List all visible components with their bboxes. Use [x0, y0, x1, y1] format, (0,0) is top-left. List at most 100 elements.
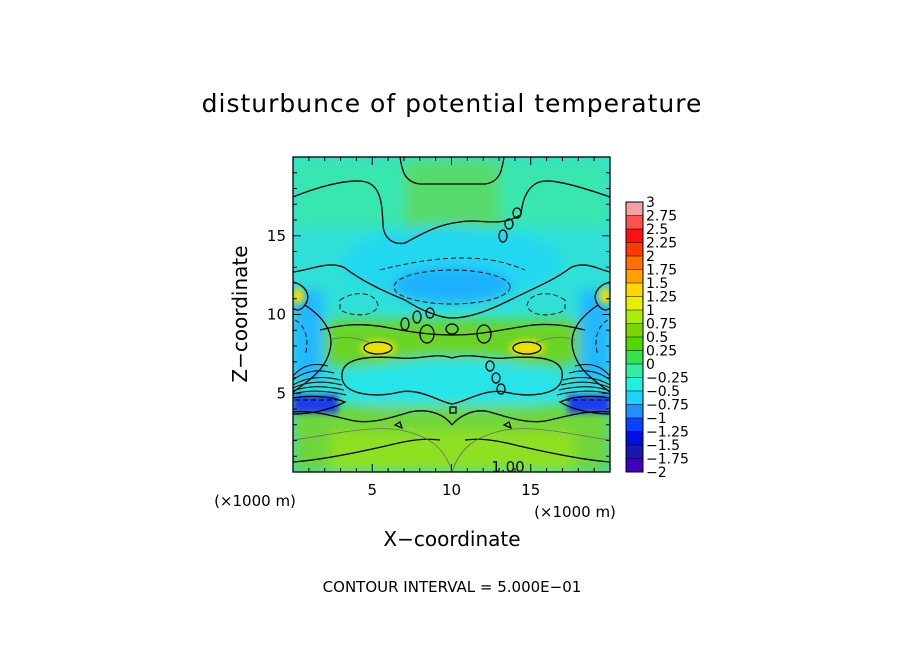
- contour-small-6: [425, 307, 435, 319]
- colorbar-swatch: [626, 256, 643, 270]
- colorbar-label: 0.5: [646, 330, 668, 346]
- contour-left-core: [293, 395, 347, 415]
- gray-contours: [293, 337, 610, 472]
- dense-contours-left: [293, 363, 347, 396]
- colorbar-swatch: [626, 202, 643, 216]
- contour-bottom-left: [293, 438, 441, 463]
- colorbar-label: −1.25: [646, 425, 689, 441]
- colorbar-swatch: [626, 215, 643, 230]
- colorbar-swatch: [626, 269, 643, 284]
- dashed-upper-lens: [393, 269, 511, 305]
- left-edge-warm: [293, 288, 304, 304]
- y-tick-label: 5: [276, 384, 286, 402]
- colorbar-swatch: [626, 445, 643, 459]
- colorbar-label: 0: [646, 357, 655, 373]
- dashed-upper-left: [339, 293, 379, 316]
- colorbar-label: −1.5: [646, 438, 680, 454]
- colorbar-label: −0.75: [646, 398, 689, 414]
- x-tick-label: 5: [367, 481, 377, 499]
- colorbar-label: 2: [646, 249, 655, 265]
- contour-warm-dot-left: [393, 421, 404, 430]
- colorbar: 32.752.52.2521.751.51.2510.750.50.250−0.…: [625, 195, 689, 481]
- x-unit-label: (×1000 m): [534, 503, 616, 521]
- left-cold-core: [293, 395, 338, 413]
- dashed-contours: [294, 257, 610, 401]
- colorbar-label: −2: [646, 465, 667, 481]
- colorbar-swatch: [626, 296, 643, 311]
- x-tick-label: 10: [442, 481, 461, 499]
- colorbar-swatch: [626, 431, 643, 446]
- colorbar-label: 1.75: [646, 263, 677, 279]
- contour-upper-left: [293, 180, 521, 245]
- contour-small-12: [496, 383, 506, 395]
- colorbar-label: 3: [646, 195, 655, 211]
- colorbar-label: 1: [646, 303, 655, 319]
- colorbar-swatch: [626, 337, 643, 351]
- colorbar-swatch: [626, 458, 643, 473]
- contour-left-blob: [363, 341, 393, 355]
- contour-value-label: 1.00: [491, 458, 524, 476]
- y-unit-label: (×1000 m): [214, 492, 296, 510]
- colorbar-label: 0.75: [646, 317, 677, 333]
- contour-lower-left: [293, 410, 453, 426]
- colorbar-label: −1: [646, 411, 667, 427]
- contour-right-bulge: [571, 304, 610, 393]
- contour-small-5: [412, 310, 422, 324]
- upper-center-warm: [405, 160, 500, 230]
- contour-right-blob: [512, 341, 542, 355]
- contour-top-dip: [399, 157, 505, 185]
- colorbar-label: 1.25: [646, 290, 677, 306]
- colorbar-swatch: [626, 350, 643, 365]
- contour-small-8: [504, 218, 514, 230]
- colorbar-label: −1.75: [646, 452, 689, 468]
- contour-interval-note: CONTOUR INTERVAL = 5.000E−01: [323, 578, 582, 596]
- y-tick-label: 10: [267, 306, 286, 324]
- colorbar-swatch: [626, 391, 643, 405]
- contour-upper-right: [520, 180, 610, 216]
- colorbar-swatch: [626, 404, 643, 419]
- plot-area: [293, 157, 610, 472]
- contour-center-square: [449, 406, 457, 414]
- dashed-right-cold: [595, 319, 609, 356]
- colorbar-swatch: [626, 310, 643, 324]
- lower-warm-core: [330, 430, 575, 472]
- contour-small-2: [445, 323, 459, 335]
- colorbar-swatch: [626, 364, 643, 378]
- contour-small-9: [512, 207, 522, 219]
- upper-cold-lens: [392, 267, 512, 303]
- colorbar-label: −0.5: [646, 384, 680, 400]
- y-tick-label: 15: [267, 227, 286, 245]
- colorbar-label: 2.5: [646, 222, 668, 238]
- contour-warm-dot-right: [502, 421, 513, 430]
- right-cold-core: [568, 395, 610, 413]
- dashed-upper-right: [526, 293, 566, 316]
- dashed-left-cold: [294, 319, 308, 356]
- contour-small-1: [419, 324, 435, 344]
- colorbar-label: 0.25: [646, 344, 677, 360]
- contour-small-3: [476, 324, 492, 344]
- dense-contours-right: [556, 363, 610, 396]
- x-axis: 5 10 15: [308, 157, 595, 499]
- colorbar-label: 1.5: [646, 276, 668, 292]
- x-tick-label: 15: [521, 481, 540, 499]
- chart-title: disturbunce of potential temperature: [202, 89, 703, 118]
- y-axis-label: Z−coordinate: [228, 245, 252, 382]
- colorbar-swatch: [626, 323, 643, 338]
- colorbar-swatch: [626, 377, 643, 392]
- contour-small-10: [485, 360, 495, 372]
- contour-right-core: [558, 395, 610, 415]
- colorbar-swatch: [626, 283, 643, 297]
- contour-lower-right: [451, 410, 610, 426]
- contour-left-lobe: [293, 264, 610, 319]
- color-field: [293, 157, 610, 472]
- colorbar-label: −0.25: [646, 371, 689, 387]
- right-edge-warm: [599, 288, 610, 304]
- contour-mid-upper: [319, 323, 586, 336]
- x-axis-label: X−coordinate: [383, 527, 520, 551]
- contour-small-11: [491, 372, 501, 384]
- dashed-upper-band: [379, 257, 526, 271]
- contour-small-7: [498, 229, 508, 243]
- contour-central-cold: [341, 355, 563, 405]
- colorbar-label: 2.75: [646, 209, 677, 225]
